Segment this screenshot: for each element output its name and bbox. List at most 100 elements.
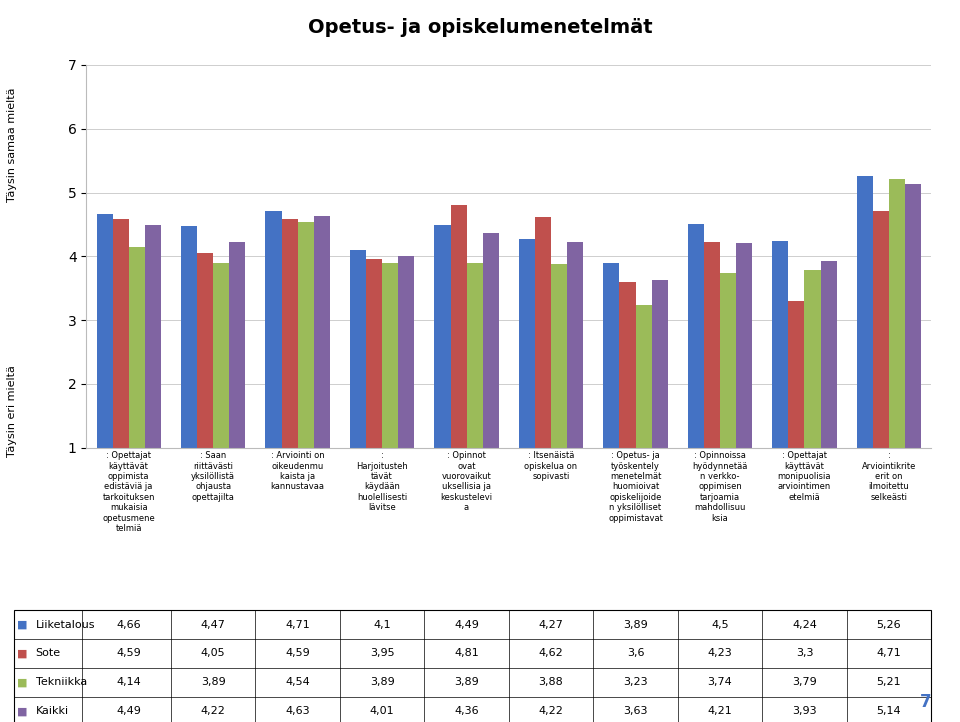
Bar	[788, 301, 804, 511]
Bar	[652, 280, 667, 511]
Text: 4,01: 4,01	[370, 706, 395, 716]
Bar	[567, 243, 583, 511]
Text: 4,71: 4,71	[285, 619, 310, 630]
Text: 3,23: 3,23	[623, 677, 648, 687]
Text: 4,14: 4,14	[116, 677, 141, 687]
Text: 4,63: 4,63	[285, 706, 310, 716]
Bar	[636, 305, 652, 511]
Text: 3,74: 3,74	[708, 677, 732, 687]
Text: 4,24: 4,24	[792, 619, 817, 630]
Text: 4,21: 4,21	[708, 706, 732, 716]
Text: ■: ■	[17, 619, 28, 630]
Bar	[535, 217, 551, 511]
Text: 4,49: 4,49	[454, 619, 479, 630]
Bar	[773, 241, 788, 511]
Text: : Opettajat
käyttävät
oppimista
edistäviä ja
tarkoituksen
mukaisia
opetusmene
te: : Opettajat käyttävät oppimista edistävi…	[103, 451, 155, 533]
Text: Tekniikka: Tekniikka	[36, 677, 86, 687]
Text: 3,3: 3,3	[796, 648, 813, 658]
Text: 4,36: 4,36	[454, 706, 479, 716]
Text: 7: 7	[920, 693, 931, 711]
Text: :
Harjoitusteh
tävät
käydään
huolellisesti
lävitse: : Harjoitusteh tävät käydään huolellises…	[356, 451, 408, 512]
Text: : Opetus- ja
työskentely
menetelmät
huomioivat
opiskelijoide
n yksilölliset
oppi: : Opetus- ja työskentely menetelmät huom…	[608, 451, 663, 523]
Text: 4,05: 4,05	[201, 648, 226, 658]
Text: 4,59: 4,59	[116, 648, 141, 658]
Bar	[112, 219, 129, 511]
Text: 4,54: 4,54	[285, 677, 310, 687]
Bar	[873, 211, 889, 511]
Text: Liiketalous: Liiketalous	[36, 619, 95, 630]
Text: Sote: Sote	[36, 648, 60, 658]
Text: 3,95: 3,95	[370, 648, 395, 658]
Text: 5,26: 5,26	[876, 619, 901, 630]
Text: 4,47: 4,47	[201, 619, 226, 630]
Text: ■: ■	[17, 706, 28, 716]
Text: 3,6: 3,6	[627, 648, 644, 658]
Text: 4,22: 4,22	[539, 706, 564, 716]
Text: 4,71: 4,71	[876, 648, 901, 658]
Bar	[382, 264, 398, 511]
Bar	[619, 282, 636, 511]
Bar	[181, 226, 197, 511]
Bar	[704, 242, 720, 511]
Text: 3,89: 3,89	[370, 677, 395, 687]
Text: : Saan
riittävästi
yksilöllistä
ohjausta
opettajilta: : Saan riittävästi yksilöllistä ohjausta…	[191, 451, 235, 502]
Bar	[857, 176, 873, 511]
Text: Täysin samaa mieltä: Täysin samaa mieltä	[7, 87, 16, 201]
Bar	[129, 248, 145, 511]
Text: 4,22: 4,22	[201, 706, 226, 716]
Text: 5,21: 5,21	[876, 677, 901, 687]
Text: 4,23: 4,23	[708, 648, 732, 658]
Text: : Opinnoissa
hyödynnetää
n verkko-
oppimisen
tarjoamia
mahdollisuu
ksia: : Opinnoissa hyödynnetää n verkko- oppim…	[692, 451, 748, 523]
Text: 3,89: 3,89	[454, 677, 479, 687]
Bar	[688, 225, 704, 511]
Text: : Opettajat
käyttävät
monipuolisia
arviointimen
etelmiä: : Opettajat käyttävät monipuolisia arvio…	[778, 451, 831, 502]
Bar	[450, 204, 467, 511]
Text: :
Arviointikrite
erit on
ilmoitettu
selkeästi: : Arviointikrite erit on ilmoitettu selk…	[862, 451, 916, 502]
Bar	[350, 250, 366, 511]
Text: 5,14: 5,14	[876, 706, 901, 716]
Text: : Opinnot
ovat
vuorovaikut
uksellisia ja
keskustelevi
a: : Opinnot ovat vuorovaikut uksellisia ja…	[441, 451, 492, 512]
Bar	[229, 243, 245, 511]
Bar	[604, 264, 619, 511]
Bar	[435, 225, 450, 511]
Text: 3,63: 3,63	[623, 706, 648, 716]
Text: : Itsenäistä
opiskelua on
sopivasti: : Itsenäistä opiskelua on sopivasti	[524, 451, 578, 481]
Bar	[97, 214, 112, 511]
Text: : Arviointi on
oikeudenmu
kaista ja
kannustavaa: : Arviointi on oikeudenmu kaista ja kann…	[271, 451, 324, 492]
Text: 4,49: 4,49	[116, 706, 141, 716]
Bar	[197, 253, 213, 511]
Bar	[905, 183, 921, 511]
Bar	[889, 179, 905, 511]
Bar	[266, 211, 281, 511]
Bar	[398, 256, 414, 511]
Text: ■: ■	[17, 648, 28, 658]
Bar	[804, 270, 821, 511]
Bar	[298, 222, 314, 511]
Text: Opetus- ja opiskelumenetelmät: Opetus- ja opiskelumenetelmät	[308, 18, 652, 37]
Bar	[314, 216, 329, 511]
Bar	[281, 219, 298, 511]
Text: ■: ■	[17, 677, 28, 687]
Bar	[821, 261, 836, 511]
Text: 3,93: 3,93	[792, 706, 817, 716]
Text: 3,88: 3,88	[539, 677, 564, 687]
Text: 4,62: 4,62	[539, 648, 564, 658]
Text: 4,1: 4,1	[373, 619, 391, 630]
Text: 4,66: 4,66	[116, 619, 141, 630]
Bar	[213, 264, 229, 511]
Bar	[145, 225, 160, 511]
Text: 4,81: 4,81	[454, 648, 479, 658]
Bar	[736, 243, 752, 511]
Text: 4,27: 4,27	[539, 619, 564, 630]
Text: Kaikki: Kaikki	[36, 706, 69, 716]
Bar	[366, 259, 382, 511]
Text: 3,89: 3,89	[201, 677, 226, 687]
Text: 3,89: 3,89	[623, 619, 648, 630]
Bar	[519, 239, 535, 511]
Bar	[483, 233, 498, 511]
Text: 4,5: 4,5	[711, 619, 729, 630]
Bar	[551, 264, 567, 511]
Bar	[467, 264, 483, 511]
Text: 3,79: 3,79	[792, 677, 817, 687]
Text: 4,59: 4,59	[285, 648, 310, 658]
